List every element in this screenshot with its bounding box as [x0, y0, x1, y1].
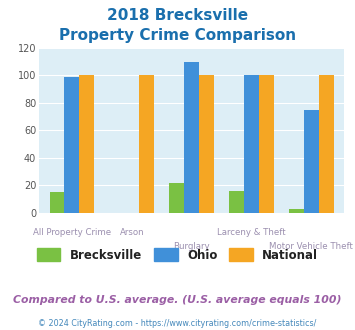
- Bar: [289, 209, 304, 213]
- Bar: [80, 75, 94, 213]
- Text: © 2024 CityRating.com - https://www.cityrating.com/crime-statistics/: © 2024 CityRating.com - https://www.city…: [38, 319, 317, 328]
- Text: Larceny & Theft: Larceny & Theft: [217, 228, 286, 237]
- Text: 2018 Brecksville: 2018 Brecksville: [107, 8, 248, 23]
- Text: Compared to U.S. average. (U.S. average equals 100): Compared to U.S. average. (U.S. average …: [13, 295, 342, 305]
- Text: All Property Crime: All Property Crime: [33, 228, 111, 237]
- Bar: [199, 75, 214, 213]
- Text: Motor Vehicle Theft: Motor Vehicle Theft: [269, 242, 353, 251]
- Bar: [244, 75, 259, 213]
- Bar: [229, 191, 244, 213]
- Text: Burglary: Burglary: [173, 242, 210, 251]
- Bar: [139, 75, 154, 213]
- Text: Property Crime Comparison: Property Crime Comparison: [59, 28, 296, 43]
- Bar: [304, 110, 319, 213]
- Bar: [259, 75, 274, 213]
- Bar: [50, 192, 65, 213]
- Bar: [184, 62, 199, 213]
- Text: Arson: Arson: [120, 228, 144, 237]
- Legend: Brecksville, Ohio, National: Brecksville, Ohio, National: [32, 244, 323, 266]
- Bar: [319, 75, 334, 213]
- Bar: [65, 77, 80, 213]
- Bar: [169, 182, 184, 213]
